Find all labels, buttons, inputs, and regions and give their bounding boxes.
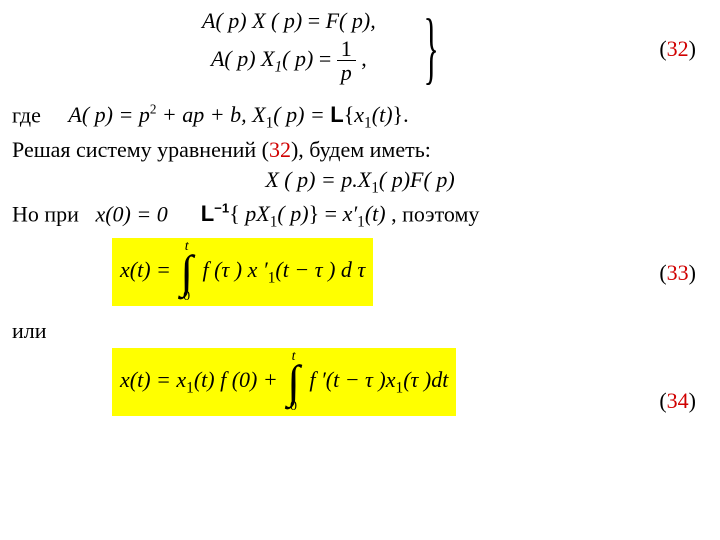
eqx-lhs: X ( p) = p.X xyxy=(265,167,371,192)
eq34-int: t ∫ 0 xyxy=(287,350,300,414)
eq33-ig-pre: f (τ ) x ′ xyxy=(202,257,267,282)
eq32-l1-eq: = xyxy=(308,8,326,33)
eq33-po: ( xyxy=(659,260,666,285)
eq33-n: 33 xyxy=(667,260,689,285)
gde-bc: }. xyxy=(393,102,409,127)
integral-icon: ∫ xyxy=(287,364,300,400)
eq33-int: t ∫ 0 xyxy=(180,240,193,304)
eq33-lhs: x(t) = xyxy=(120,257,176,282)
solving-line: Решая систему уравнений (32), будем имет… xyxy=(12,137,708,163)
eq33-block: x(t) = t ∫ 0 f (τ ) x ′1(t − τ ) d τ (33… xyxy=(12,238,708,314)
eq32-l1-lhs: A( p) X ( p) xyxy=(202,8,302,33)
nopri-Lsup: −1 xyxy=(214,201,229,216)
nopri-eq: = xyxy=(319,201,342,226)
gde-arg: x xyxy=(354,102,364,127)
gde-a-tail: + ap + b, X xyxy=(156,102,265,127)
eq34-lhs-pre: x(t) = x xyxy=(120,367,186,392)
eq33-pc: ) xyxy=(689,260,696,285)
eq32-frac-num: 1 xyxy=(337,38,356,61)
ili-word: или xyxy=(12,318,47,343)
eq34-number: (34) xyxy=(659,388,696,414)
solving-pre: Решая систему уравнений ( xyxy=(12,137,269,162)
eq34-pc: ) xyxy=(689,388,696,413)
eq33-hl: x(t) = t ∫ 0 f (τ ) x ′1(t − τ ) d τ xyxy=(112,238,373,306)
eqx-rhs: ( p)F( p) xyxy=(379,167,455,192)
nopri-rsub: 1 xyxy=(357,214,365,231)
nopri-arg-pre: pX xyxy=(240,201,270,226)
ili-line: или xyxy=(12,318,708,344)
eq32-l2-eq: = xyxy=(319,46,337,71)
solving-post: ), будем иметь: xyxy=(291,137,431,162)
gde-line: где A( p) = p2 + ap + b, X1( p) = L{x1(t… xyxy=(12,102,708,133)
eq32-number: (32) xyxy=(659,36,696,62)
eq32-po: ( xyxy=(659,36,666,61)
eq33-ig-post: (t − τ ) d τ xyxy=(275,257,365,282)
nopri-cond: x(0) = 0 xyxy=(95,201,167,226)
eq34-po: ( xyxy=(659,388,666,413)
integral-icon: ∫ xyxy=(180,254,193,290)
eq34-lhs-sub: 1 xyxy=(186,379,194,396)
equation-32-block: A( p) X ( p) = F( p), A( p) X 1 ( p) = 1 p… xyxy=(12,8,708,98)
nopri-bo: { xyxy=(229,201,240,226)
eq32-line2: A( p) X 1 ( p) = 1 p , xyxy=(202,38,376,84)
eq-x-line: X ( p) = p.X1( p)F( p) xyxy=(12,167,708,197)
gde-def: A( p) = p2 + ap + b, X1( p) = L{x1(t)}. xyxy=(68,102,408,127)
eq32-frac: 1 p xyxy=(337,38,356,84)
nopri-word: Но при xyxy=(12,201,79,226)
right-brace: } xyxy=(424,14,439,82)
gde-arg-tail: (t) xyxy=(372,102,393,127)
eq34-lhs-mid: (t) f (0) + xyxy=(194,367,283,392)
eq32-l2-tail: , xyxy=(361,46,367,71)
nopri-line: Но при x(0) = 0 L−1{ pX1( p)} = x′1(t) ,… xyxy=(12,201,708,232)
eq34-hl: x(t) = x1(t) f (0) + t ∫ 0 f ′(t − τ )x1… xyxy=(112,348,456,416)
eq34-ig-post: (τ )dt xyxy=(403,367,448,392)
gde-L: L xyxy=(330,102,343,127)
eqx-sub: 1 xyxy=(371,179,379,196)
solving-num: 32 xyxy=(269,137,291,162)
gde-a: A( p) = p xyxy=(68,102,149,127)
eq32-l2-mid: ( p) xyxy=(282,46,313,71)
gde-x-mid: ( p) = xyxy=(273,102,330,127)
nopri-arg-mid: ( p) xyxy=(277,201,308,226)
eq32-pc: ) xyxy=(689,36,696,61)
eq32-line1: A( p) X ( p) = F( p), xyxy=(202,8,376,34)
nopri-poetomu: , поэтому xyxy=(391,201,479,226)
nopri-expr: L−1{ pX1( p)} = x′1(t) xyxy=(201,201,391,226)
gde-word: где xyxy=(12,102,41,127)
nopri-bc: } xyxy=(309,201,320,226)
nopri-rx: x′ xyxy=(343,201,358,226)
eq33-number: (33) xyxy=(659,260,696,286)
eq34-block: x(t) = x1(t) f (0) + t ∫ 0 f ′(t − τ )x1… xyxy=(12,348,708,424)
eq32-l2-lhs: A( p) X xyxy=(211,46,275,71)
gde-bo: { xyxy=(344,102,355,127)
eq34-n: 34 xyxy=(667,388,689,413)
eq34-ig-pre: f ′(t − τ )x xyxy=(309,367,395,392)
equation-32-lines: A( p) X ( p) = F( p), A( p) X 1 ( p) = 1 p… xyxy=(202,8,376,84)
eq32-frac-den: p xyxy=(337,61,356,84)
nopri-L: L xyxy=(201,201,214,226)
eq32-n: 32 xyxy=(667,36,689,61)
nopri-rtail: (t) xyxy=(365,201,386,226)
gde-arg-sub: 1 xyxy=(364,115,372,132)
eq32-l1-rhs: F( p), xyxy=(326,8,376,33)
